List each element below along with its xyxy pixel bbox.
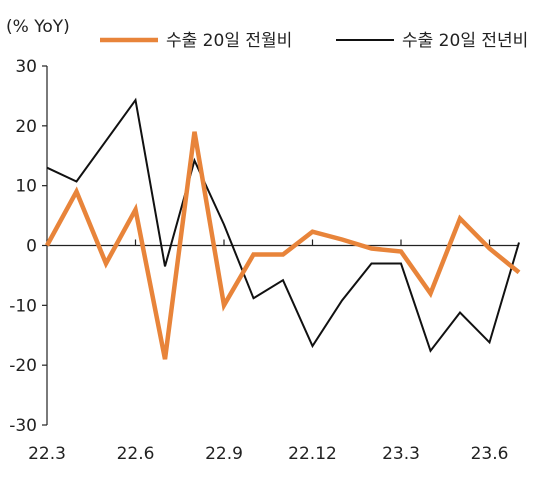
x-tick-label: 22.9 [205,444,243,464]
legend: 수출 20일 전월비 수출 20일 전년비 [100,31,528,51]
series-line-2 [46,97,520,353]
y-tick-label: -30 [9,416,37,436]
x-tick-label: 22.6 [117,444,155,464]
y-tick-label: -20 [9,356,37,376]
y-tick-label: 20 [15,117,37,137]
x-tick-label: 22.3 [28,444,66,464]
axes: -30 -20 -10 0 10 20 30 22.3 22.6 22.9 22.12 23.3 23.… [9,57,519,464]
series-layer [45,97,521,360]
legend-label-series-1: 수출 20일 전월비 [166,31,292,51]
x-tick-label: 23.3 [382,444,420,464]
y-unit-label: (% YoY) [6,17,70,37]
y-tick-label: 10 [15,177,37,197]
y-tick-label: -10 [9,296,37,316]
legend-label-series-2: 수출 20일 전년비 [402,31,528,51]
y-tick-label: 30 [15,57,37,77]
y-tick-label: 0 [26,237,37,257]
series-line-1 [45,131,521,360]
x-tick-label: 23.6 [471,444,509,464]
x-tick-label: 22.12 [288,444,337,464]
